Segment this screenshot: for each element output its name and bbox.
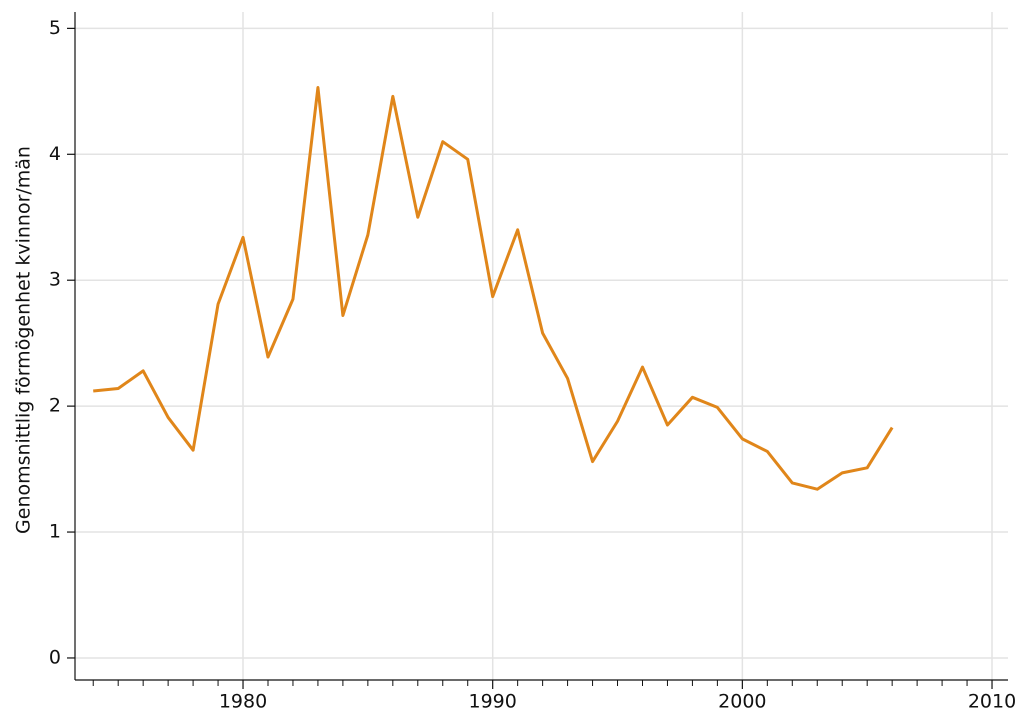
data-line	[93, 86, 894, 491]
y-tick-label: 1	[49, 521, 61, 543]
y-tick-label: 5	[49, 17, 61, 39]
y-tick-label: 2	[49, 395, 61, 417]
y-axis-label: Genomsnittlig förmögenhet kvinnor/män	[13, 146, 35, 534]
x-tick-label: 1990	[469, 691, 517, 713]
x-tick-label: 2000	[718, 691, 766, 713]
y-tick-label: 3	[49, 269, 61, 291]
y-tick-label: 4	[49, 143, 61, 165]
x-tick-label: 2010	[968, 691, 1016, 713]
y-tick-label: 0	[49, 646, 61, 668]
x-tick-label: 1980	[219, 691, 267, 713]
